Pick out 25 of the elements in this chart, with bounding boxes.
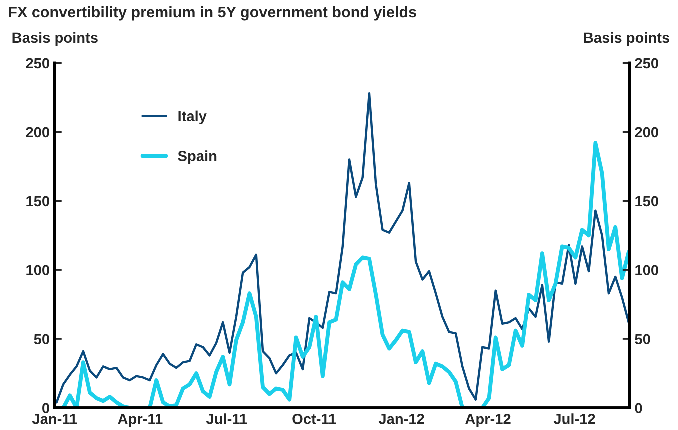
y-tick-label: 50 xyxy=(34,334,50,345)
x-tick-label: Jan-11 xyxy=(32,414,78,424)
y2-tick-label: 100 xyxy=(636,265,658,276)
x-tick-label: Oct-11 xyxy=(292,414,336,424)
x-tick-label: Jul-12 xyxy=(554,414,596,424)
legend-label: Italy xyxy=(178,110,207,124)
x-tick-label: Apr-12 xyxy=(466,414,511,428)
legend-label: Spain xyxy=(178,150,217,164)
y-tick-label: 150 xyxy=(26,196,50,207)
y2-tick-label: 0 xyxy=(635,403,642,414)
y2-tick-label: 200 xyxy=(635,127,658,138)
y-tick-label: 0 xyxy=(42,403,50,414)
chart-title: FX convertibility premium in 5Y government bond yields xyxy=(9,6,416,21)
y2-tick-label: 250 xyxy=(635,58,658,69)
x-tick-label: Jan-12 xyxy=(378,414,424,424)
line-series xyxy=(56,92,630,404)
y-tick-label: 100 xyxy=(26,265,50,276)
y-axis-title: Basis points xyxy=(12,32,98,46)
y2-tick-label: 150 xyxy=(636,196,658,207)
y2-axis-title: Basis points xyxy=(584,32,670,46)
y-tick-label: 200 xyxy=(26,127,50,138)
x-tick-label: Apr-11 xyxy=(118,414,163,428)
y2-tick-label: 50 xyxy=(635,334,650,345)
x-tick-label: Jul-11 xyxy=(206,414,248,424)
y-tick-label: 250 xyxy=(26,58,50,69)
